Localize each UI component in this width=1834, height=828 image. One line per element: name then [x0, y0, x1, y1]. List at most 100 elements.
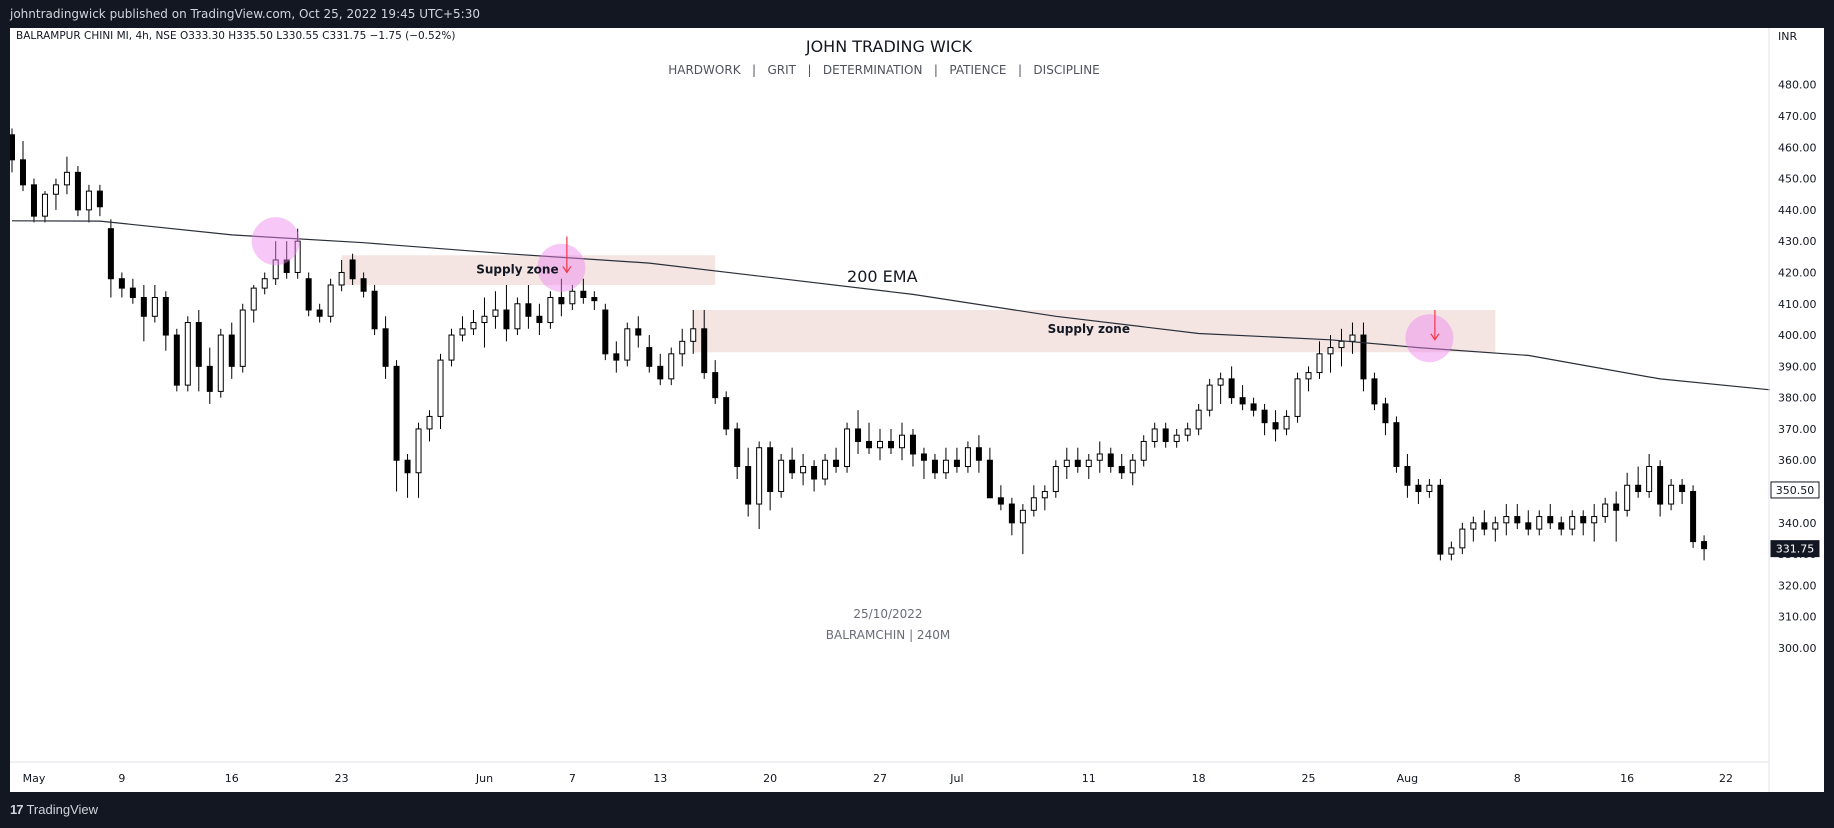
time-tick-label: 9 — [118, 772, 125, 785]
candle-body — [1338, 340, 1345, 349]
candle-body — [942, 459, 949, 474]
candle — [1151, 422, 1158, 448]
candle — [778, 453, 785, 498]
candle — [1063, 447, 1070, 480]
candle — [1470, 516, 1477, 542]
candle — [1118, 453, 1125, 480]
candle — [1129, 453, 1136, 486]
candle — [1404, 453, 1411, 498]
candle — [602, 303, 609, 361]
candle-body — [107, 228, 114, 280]
candle — [789, 447, 796, 480]
time-axis[interactable]: May 9 16 23 Jun 7 13 20 27 Jul 11 18 25 Aug 8 16 22 — [23, 772, 1733, 785]
footer-bar: 17 TradingView — [0, 792, 1834, 828]
price-badge-bg — [1770, 481, 1820, 499]
candle — [1052, 460, 1059, 498]
candle-body — [217, 334, 224, 392]
candle-body — [1195, 409, 1202, 430]
candle-body — [173, 334, 180, 386]
candle — [52, 178, 59, 210]
candle — [756, 441, 763, 530]
arrow-head — [562, 266, 572, 274]
candle — [1371, 372, 1378, 411]
candlestick-chart[interactable]: 200 EMA Supply zone Supply zone BALRAMPUR… — [9, 28, 1824, 792]
candle-body — [712, 372, 719, 399]
candle — [206, 347, 213, 404]
candle — [898, 422, 905, 461]
candle-body — [195, 322, 202, 367]
candle — [1624, 472, 1631, 517]
candle — [1316, 341, 1323, 379]
candle-body — [767, 447, 774, 493]
candle — [129, 278, 136, 304]
price-tick-label: 340.00 — [1778, 517, 1817, 530]
candle-body — [1151, 428, 1158, 442]
candle-body — [294, 240, 301, 273]
candle-body — [338, 271, 345, 286]
candle — [569, 284, 576, 311]
published-text: johntradingwick published on TradingView… — [10, 7, 480, 21]
candle-body — [206, 365, 213, 392]
candle-body — [613, 353, 620, 361]
candle-body — [349, 259, 356, 280]
candle — [877, 428, 884, 461]
price-tick-label: 390.00 — [1778, 360, 1817, 373]
highlight-circle — [251, 217, 300, 266]
candle — [723, 391, 730, 436]
time-tick-label: Jul — [949, 772, 963, 785]
price-axis[interactable]: 480.00 470.00 460.00 450.00 440.00 430.00 420.… — [1770, 79, 1820, 655]
candle — [1613, 491, 1620, 542]
price-badge-text: 331.75 — [1776, 543, 1815, 556]
candle-body — [470, 322, 477, 330]
candle-body — [1360, 334, 1367, 380]
candle-body — [646, 347, 653, 367]
candle — [591, 291, 598, 311]
candle — [920, 447, 927, 480]
candle — [613, 341, 620, 373]
candle-body — [30, 184, 37, 217]
candle — [1580, 510, 1587, 536]
candle — [1239, 385, 1246, 411]
candle — [415, 422, 422, 498]
candle — [525, 284, 532, 329]
candle-body — [1074, 459, 1081, 467]
candle — [228, 322, 235, 379]
candle-body — [327, 284, 334, 317]
price-tick-label: 300.00 — [1778, 642, 1817, 655]
time-tick-label: 16 — [1620, 772, 1634, 785]
candle — [514, 297, 521, 336]
candle — [250, 284, 257, 323]
price-label-badge: 350.50 — [1770, 481, 1820, 499]
ema-line-group: 200 EMA — [11, 220, 1771, 391]
candle — [63, 156, 70, 195]
candle — [679, 328, 686, 367]
candle-body — [1118, 465, 1125, 474]
candle-body — [1591, 516, 1598, 524]
candle — [833, 447, 840, 473]
price-tick-label: 470.00 — [1778, 110, 1817, 123]
candle — [294, 228, 301, 279]
publish-bar: johntradingwick published on TradingView… — [0, 0, 1834, 28]
watermark-symbol: BALRAMCHIN | 240M — [826, 628, 950, 642]
candle-body — [745, 465, 752, 505]
candle — [1525, 510, 1532, 536]
currency-label: INR — [1778, 30, 1797, 43]
candle-body — [1679, 484, 1686, 493]
candle-body — [1437, 484, 1444, 555]
candle — [745, 447, 752, 517]
price-label-badge: 331.75 — [1770, 540, 1820, 558]
symbol-info: BALRAMPUR CHINI MI, 4h, NSE O333.30 H335… — [16, 30, 455, 42]
candle — [635, 316, 642, 348]
candle — [547, 291, 554, 329]
tradingview-logo[interactable]: 17 TradingView — [10, 802, 99, 817]
candle — [1437, 479, 1444, 561]
candle — [1536, 510, 1543, 536]
candle — [239, 303, 246, 373]
candle — [866, 422, 873, 454]
candle-body — [1063, 459, 1070, 467]
candle — [811, 460, 818, 492]
candle-body — [316, 309, 323, 317]
candle — [734, 422, 741, 480]
candle — [1426, 479, 1433, 498]
candle — [888, 428, 894, 454]
